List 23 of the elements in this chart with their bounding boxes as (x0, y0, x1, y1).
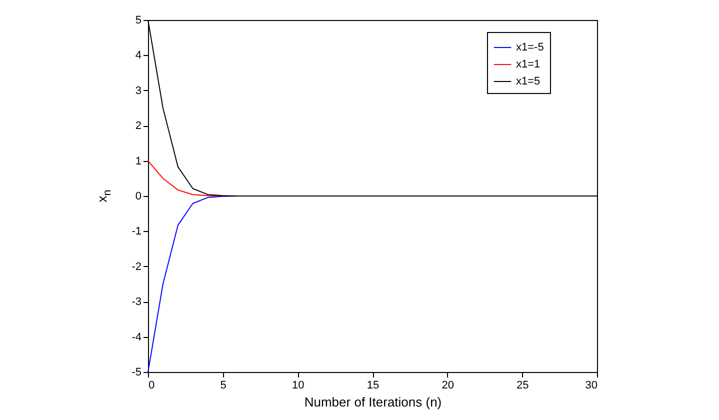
x-tick-label: 30 (585, 380, 598, 392)
legend-label: x1=5 (516, 76, 540, 88)
y-tick-label: 3 (135, 84, 142, 97)
x-axis-title: Number of Iterations (n) (304, 394, 442, 410)
x-tick-label: 0 (148, 380, 155, 392)
y-tick-label: -3 (132, 296, 142, 308)
legend-label: x1=1 (516, 58, 540, 70)
y-tick-label: 5 (135, 14, 142, 26)
x-tick-label: 25 (516, 380, 529, 392)
y-tick-label: -1 (132, 226, 142, 238)
y-tick-label: -4 (132, 331, 142, 344)
y-tick-label: -2 (132, 260, 142, 273)
y-tick-label: 4 (135, 50, 142, 62)
y-tick-label: 1 (135, 155, 142, 168)
x-tick-label: 10 (292, 380, 304, 392)
y-tick-label: 2 (135, 120, 142, 132)
y-tick-label: -5 (132, 366, 142, 378)
legend-label: x1=-5 (516, 42, 544, 54)
y-tick-label: 0 (135, 190, 142, 202)
x-tick-label: 5 (220, 380, 226, 392)
x-tick-label: 20 (442, 380, 454, 392)
x-tick-label: 15 (366, 380, 380, 392)
line-series (148, 160, 224, 196)
